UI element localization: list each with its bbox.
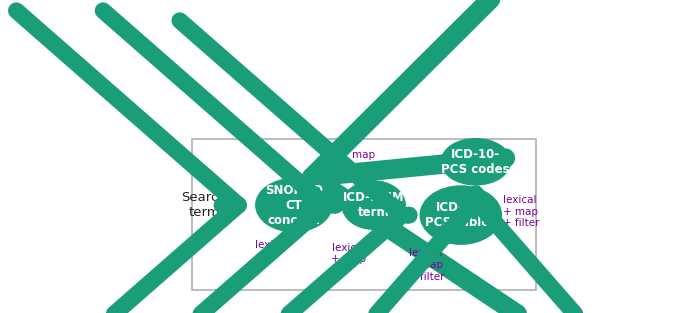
Text: lexical
+ map
+ filter: lexical + map + filter	[503, 195, 540, 228]
Text: lexical
+ map
+ filter: lexical + map + filter	[407, 249, 444, 282]
Text: map: map	[352, 150, 375, 160]
Ellipse shape	[442, 139, 510, 184]
FancyBboxPatch shape	[192, 139, 536, 290]
Text: lexical
+ map: lexical + map	[331, 243, 366, 264]
Text: Search
term: Search term	[181, 191, 227, 219]
Text: lexical: lexical	[255, 240, 288, 250]
Ellipse shape	[421, 187, 500, 244]
Text: SNOMED
CT
concept: SNOMED CT concept	[265, 184, 323, 227]
Text: ICD-9-CM
term: ICD-9-CM term	[343, 191, 405, 219]
Ellipse shape	[343, 182, 405, 228]
Text: ICD-10-
PCS tables: ICD-10- PCS tables	[425, 201, 496, 229]
Ellipse shape	[256, 179, 331, 231]
Text: ICD-10-
PCS codes: ICD-10- PCS codes	[442, 148, 510, 176]
